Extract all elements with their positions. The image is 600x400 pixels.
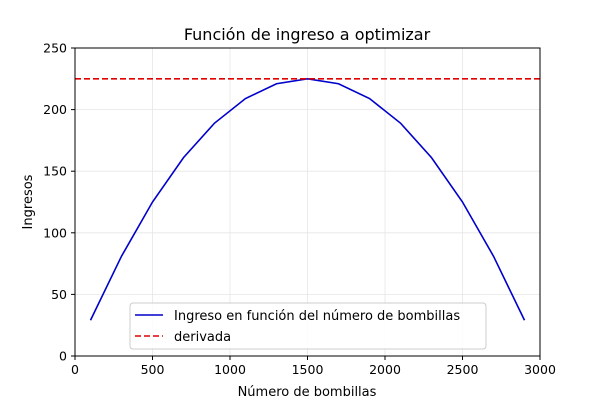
y-tick-label: 250 [43, 41, 67, 56]
y-tick-label: 50 [51, 287, 67, 302]
x-tick-label: 0 [71, 362, 79, 377]
y-tick-label: 200 [43, 102, 67, 117]
legend: Ingreso en función del número de bombill… [129, 302, 487, 350]
legend-label-derivative: derivada [174, 330, 231, 345]
legend-label-revenue: Ingreso en función del número de bombill… [174, 309, 460, 324]
legend-box [129, 302, 487, 350]
x-tick-label: 1000 [214, 362, 246, 377]
x-tick-label: 3000 [524, 362, 556, 377]
x-tick-label: 2500 [447, 362, 479, 377]
x-tick-label: 500 [141, 362, 165, 377]
y-axis-label: Ingresos [21, 174, 36, 229]
x-axis-label: Número de bombillas [238, 385, 377, 400]
y-tick-label: 0 [59, 349, 67, 364]
revenue-series-line [89, 77, 526, 321]
x-tick-label: 1500 [292, 362, 324, 377]
series-group [75, 77, 540, 321]
y-tick-label: 100 [43, 225, 67, 240]
axis-ticks: 0 500 1000 1500 2000 2500 3000 0 50 100 150 200 250 [43, 41, 556, 378]
y-tick-label: 150 [43, 164, 67, 179]
x-tick-label: 2000 [369, 362, 401, 377]
chart-title: Función de ingreso a optimizar [184, 25, 431, 44]
